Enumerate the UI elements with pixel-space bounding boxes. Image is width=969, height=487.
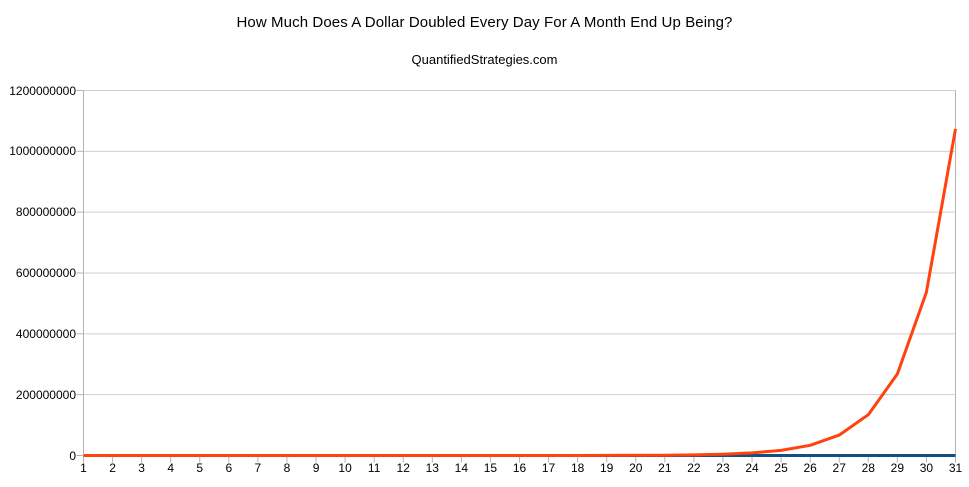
x-tick-label: 21 [658, 461, 672, 475]
x-tick-label: 13 [425, 461, 439, 475]
x-tick-label: 2 [109, 461, 116, 475]
x-tick-label: 18 [570, 461, 585, 475]
y-tick-label: 1000000000 [9, 144, 76, 159]
x-tick-label: 24 [745, 461, 759, 475]
x-tick-label: 26 [803, 461, 817, 475]
x-tick-label: 16 [512, 461, 527, 475]
x-tick-label: 8 [283, 461, 291, 475]
x-tick-label: 23 [716, 461, 730, 475]
gridlines [83, 90, 956, 396]
x-tick-label: 6 [225, 461, 233, 475]
axes [76, 90, 956, 463]
x-tick-label: 15 [483, 461, 498, 475]
x-tick-label: 20 [629, 461, 643, 475]
y-tick-label: 800000000 [15, 205, 76, 220]
x-tick-label: 11 [367, 461, 381, 475]
y-tick-label: 400000000 [15, 326, 76, 341]
x-tick-label: 7 [254, 461, 262, 475]
x-tick-label: 3 [138, 461, 145, 475]
x-tick-label: 12 [396, 461, 410, 475]
y-tick-label: 200000000 [15, 387, 76, 402]
x-tick-label: 29 [890, 461, 905, 475]
chart-title: How Much Does A Dollar Doubled Every Day… [236, 14, 733, 31]
y-tick-label: 1200000000 [9, 83, 76, 98]
x-tick-label: 25 [774, 461, 788, 475]
chart-subtitle: QuantifiedStrategies.com [411, 52, 558, 67]
x-tick-label: 4 [167, 461, 175, 475]
x-tick-label: 22 [687, 461, 701, 475]
data-series [83, 128, 957, 457]
x-tick-label: 27 [832, 461, 846, 475]
x-tick-label: 30 [919, 461, 934, 475]
x-tick-label: 31 [948, 461, 963, 475]
x-tick-label: 17 [541, 461, 556, 475]
x-tick-label: 19 [600, 461, 614, 475]
x-tick-label: 14 [454, 461, 469, 475]
x-tick-label: 9 [312, 461, 320, 475]
y-tick-label: 600000000 [15, 266, 76, 280]
x-tick-label: 28 [861, 461, 875, 475]
y-tick-label: 0 [69, 448, 76, 463]
x-tick-label: 10 [338, 461, 352, 475]
x-tick-label: 1 [80, 461, 87, 475]
x-tick-label: 5 [196, 461, 204, 475]
